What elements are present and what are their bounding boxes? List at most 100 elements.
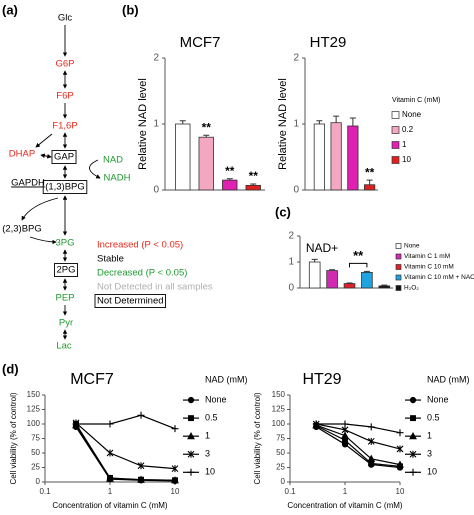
y-tick-label: 150: [272, 390, 286, 399]
x-axis-label: Concentration of vitamin C (mM): [52, 501, 167, 510]
status-legend: Increased (P < 0.05): [97, 240, 183, 251]
legend-marker: [410, 415, 416, 422]
x-tick-label: 0.1: [39, 487, 51, 496]
pathway-node: NAD: [103, 155, 123, 166]
pathway-node: GAPDH: [11, 178, 45, 189]
node-box: [51, 150, 77, 164]
y-tick-label: 1: [153, 119, 159, 130]
pathway-node: F1,6P: [52, 121, 77, 132]
point: [137, 411, 145, 419]
point: [367, 437, 375, 445]
status-legend: Decreased (P < 0.05): [97, 268, 187, 279]
point: [367, 454, 376, 462]
legend-swatch: [395, 285, 402, 291]
status-legend: Not Determined: [97, 296, 164, 307]
pathway-node: (2,3)BPG: [2, 224, 42, 235]
legend-swatch: [391, 126, 400, 134]
pathway-node: 2PG: [56, 265, 75, 276]
legend-swatch: [391, 141, 400, 149]
y-tick-label: 125: [27, 405, 41, 414]
chart-title: MCF7: [70, 371, 114, 388]
y-axis-label: Cell viability (% of control): [9, 392, 18, 484]
panel-label: (b): [122, 2, 139, 17]
node-box: [94, 294, 166, 308]
y-tick-label: 2: [288, 231, 294, 242]
chart-title: HT29: [302, 371, 341, 388]
series-line: [316, 424, 401, 466]
error-bar: [203, 134, 210, 138]
series-line: [316, 423, 401, 434]
bar: [313, 123, 325, 191]
chart-title: MCF7: [180, 34, 221, 51]
series-line: [315, 426, 401, 469]
error-bar: [333, 115, 340, 123]
bar: [308, 261, 321, 289]
chart-title: NAD+: [306, 241, 338, 255]
legend-label: None: [404, 243, 420, 250]
panel-label: (a): [2, 2, 18, 17]
significance: **: [365, 165, 375, 179]
bar: [347, 125, 359, 191]
legend-label: 1: [205, 431, 210, 441]
series-line: [75, 423, 176, 481]
point: [137, 475, 145, 483]
y-tick-label: 1: [288, 257, 294, 268]
series-line: [315, 425, 401, 467]
legend-label: Vitamin C 10 mM: [404, 264, 454, 271]
point: [106, 474, 114, 482]
legend-marker: [187, 450, 195, 458]
significance: **: [353, 248, 364, 263]
legend-marker: [187, 396, 195, 404]
legend-label: None: [427, 394, 449, 404]
y-tick-label: 75: [276, 434, 285, 443]
legend-label: 0.5: [205, 412, 218, 422]
legend-label: H₂O₂: [404, 285, 419, 292]
y-tick-label: 150: [27, 390, 41, 399]
y-tick-label: 50: [276, 448, 285, 457]
bar: [245, 184, 261, 191]
y-tick-label: 25: [276, 463, 285, 472]
point: [396, 460, 404, 468]
legend-swatch: [395, 243, 402, 249]
legend-title: NAD (mM): [427, 374, 470, 384]
legend-label: 3: [205, 449, 210, 459]
x-tick-label: 10: [396, 487, 405, 496]
series-line: [76, 414, 176, 430]
pathway-node: 3PG: [55, 238, 74, 249]
bar: [361, 271, 373, 289]
point: [72, 420, 80, 428]
legend-marker: [187, 468, 195, 476]
y-axis-label: Relative NAD level: [277, 78, 289, 170]
panel-label: (c): [275, 204, 291, 219]
legend-label: None: [205, 394, 227, 404]
status-legend: Stable: [97, 254, 124, 265]
error-bar: [349, 117, 356, 126]
point: [137, 462, 145, 470]
y-tick-label: 0: [293, 185, 299, 196]
y-tick-label: 2: [153, 53, 159, 64]
pathway-arrows: [21, 25, 101, 340]
node-box: [42, 180, 88, 194]
y-tick-label: 50: [31, 448, 40, 457]
point: [341, 420, 349, 428]
legend-swatch: [395, 264, 402, 270]
error-bar: [250, 183, 257, 186]
pathway-node: DHAP: [9, 149, 35, 160]
legend-swatch: [391, 111, 400, 119]
legend-swatch: [395, 274, 402, 281]
legend-marker: [188, 415, 194, 422]
y-axis-label: Cell viability (% of control): [253, 392, 262, 484]
pathway-node: PEP: [55, 293, 74, 304]
error-bar: [226, 178, 233, 181]
bar: [330, 122, 342, 191]
point: [396, 445, 404, 453]
legend-swatch: [395, 253, 402, 260]
point: [396, 429, 404, 437]
x-axis-label: Concentration of vitamin C (mM): [287, 501, 402, 510]
series-line: [316, 423, 401, 450]
y-tick-label: 75: [31, 434, 40, 443]
legend-label: 1: [427, 431, 432, 441]
error-bar: [381, 284, 388, 286]
legend-marker: [409, 432, 417, 440]
x-tick-label: 1: [108, 487, 113, 496]
